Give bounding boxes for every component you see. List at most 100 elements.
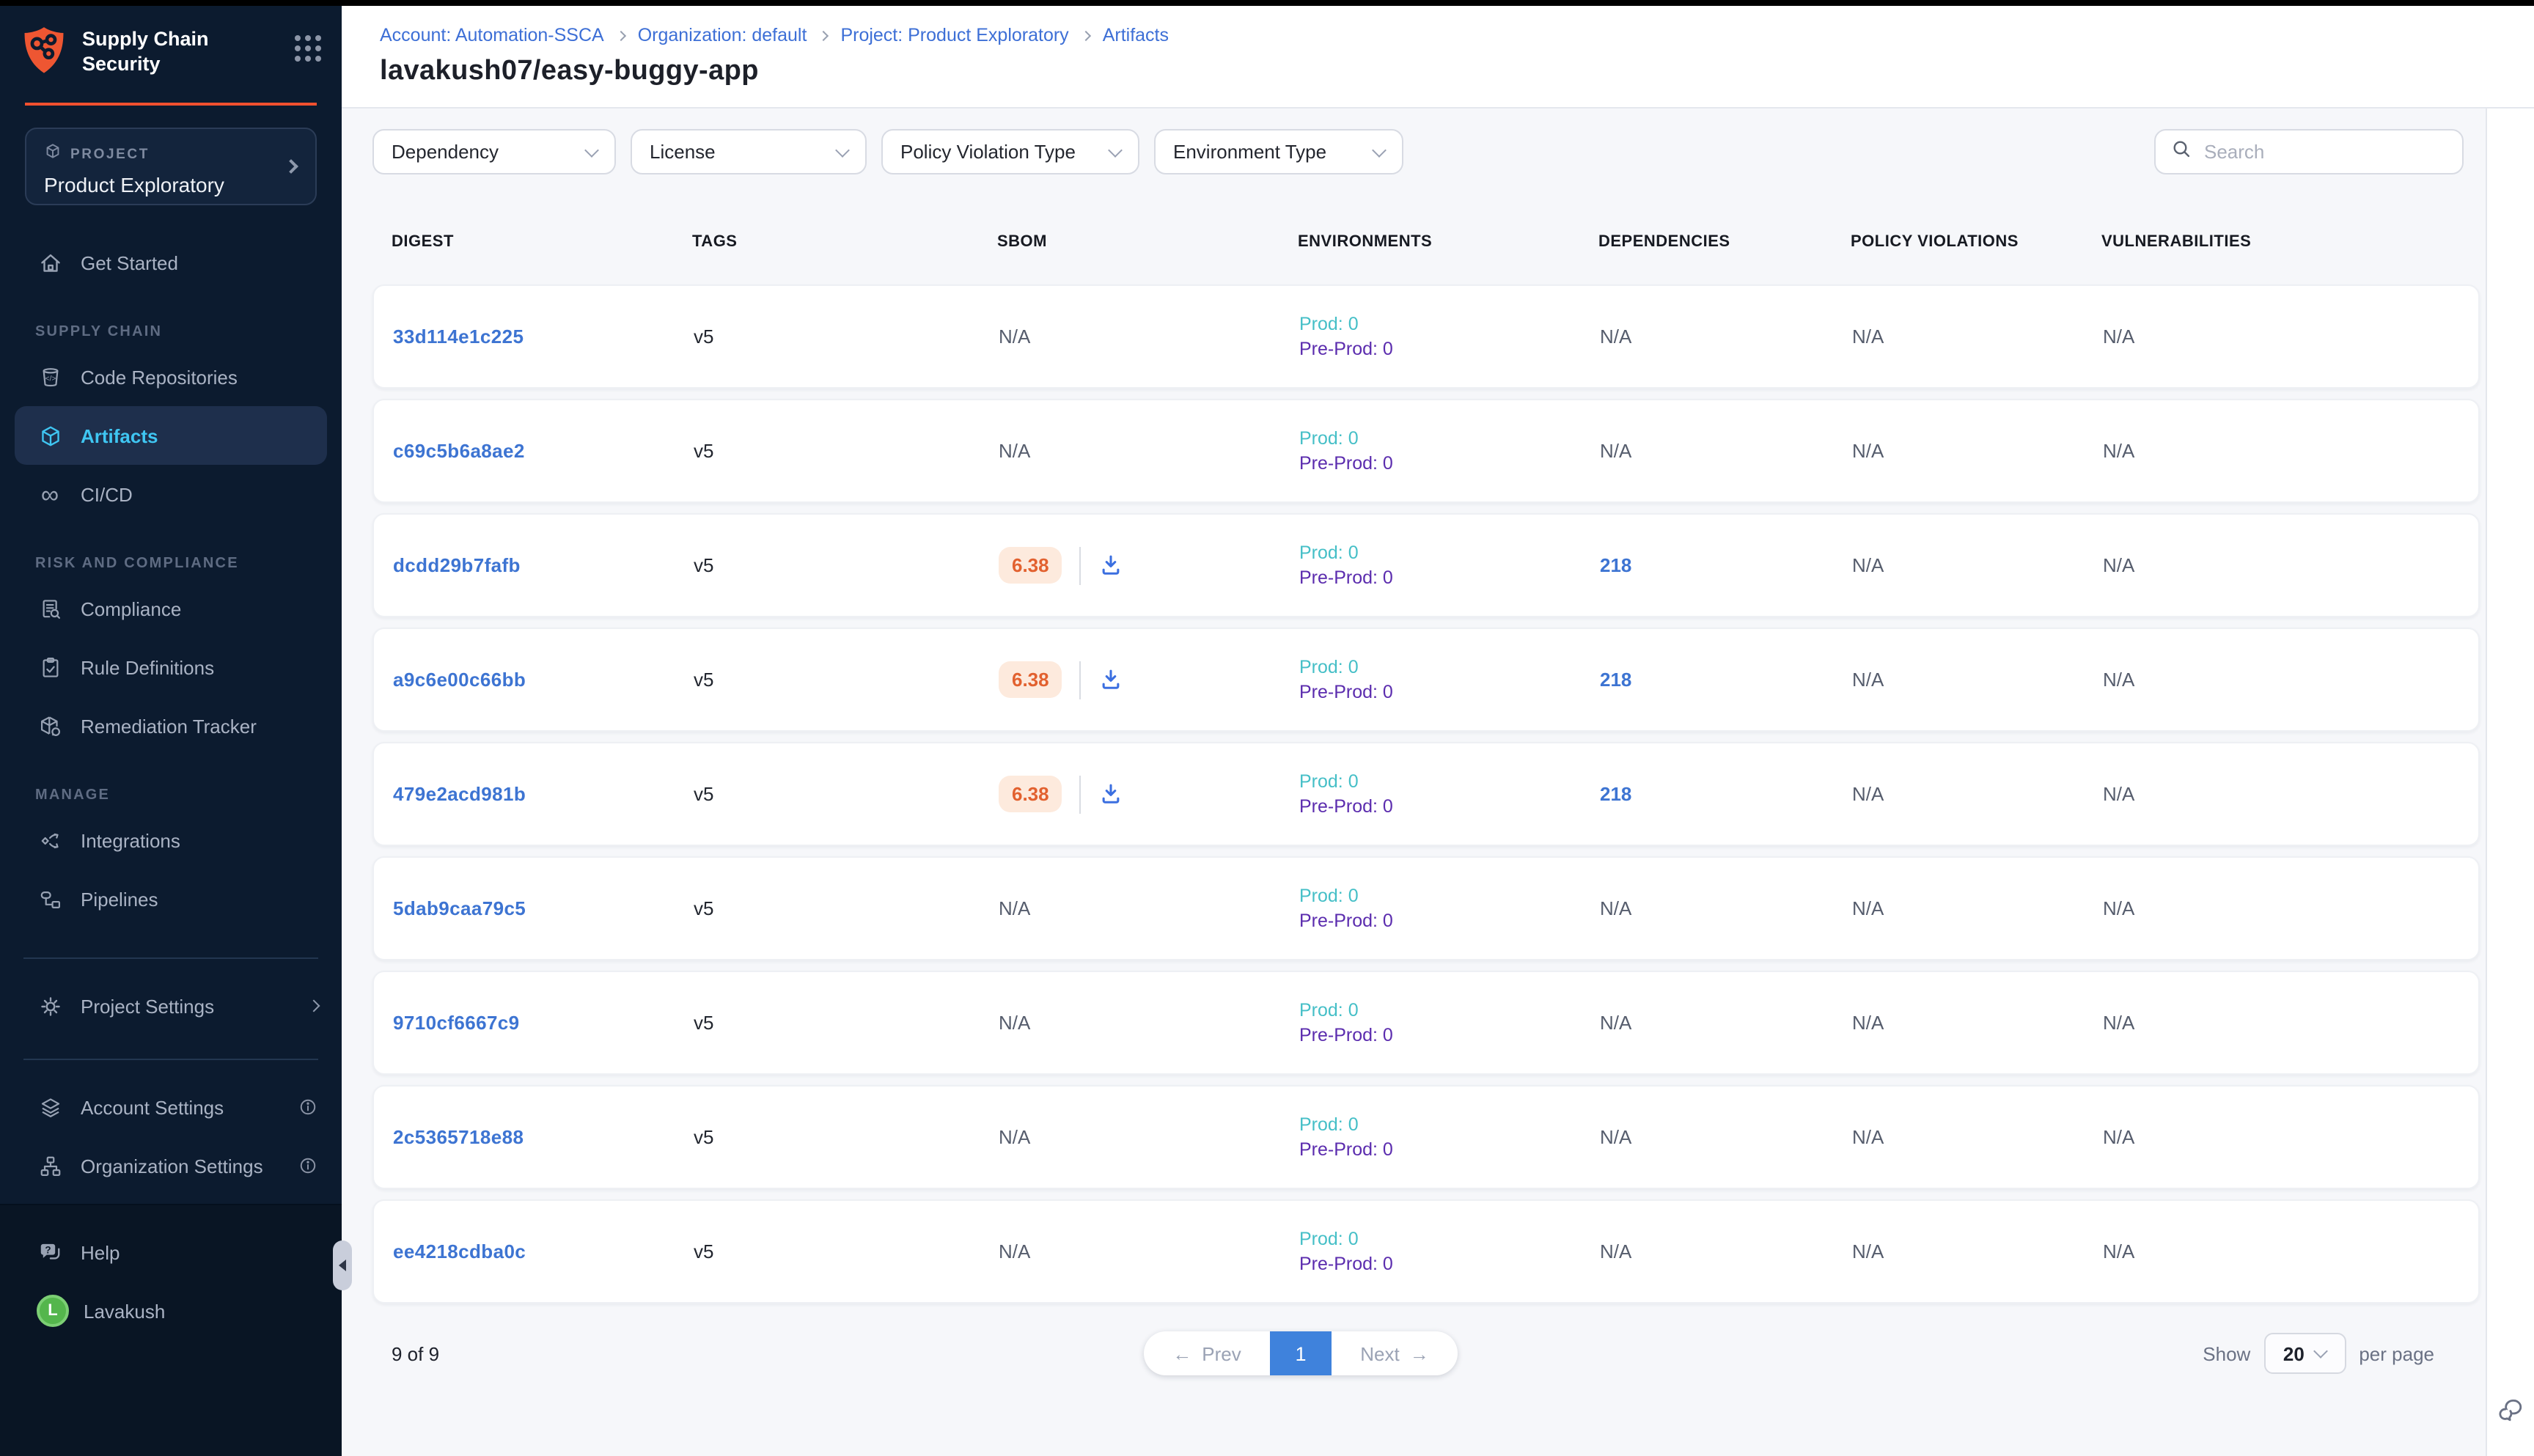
tag-value: v5 — [694, 326, 999, 348]
sidebar-item-cicd[interactable]: ∞ CI/CD — [0, 465, 342, 523]
policy-violations-value: N/A — [1852, 1012, 2103, 1034]
table-row[interactable]: 479e2acd981b v5 6.38 Prod: 0Pre-Prod: 0 … — [372, 742, 2480, 846]
dependencies-link[interactable]: 218 — [1600, 782, 1631, 804]
digest-link[interactable]: c69c5b6a8ae2 — [393, 439, 525, 461]
env-preprod-count: Pre-Prod: 0 — [1299, 451, 1600, 476]
tag-value: v5 — [694, 1012, 999, 1034]
sbom-download-button[interactable] — [1099, 553, 1124, 578]
breadcrumb-account-link[interactable]: Account: Automation-SSCA — [380, 25, 604, 45]
environment-type-filter-dropdown[interactable]: Environment Type — [1154, 129, 1403, 174]
dependency-filter-dropdown[interactable]: Dependency — [372, 129, 616, 174]
breadcrumb-artifacts-link[interactable]: Artifacts — [1103, 25, 1169, 45]
user-menu[interactable]: L Lavakush — [0, 1282, 342, 1340]
digest-link[interactable]: 5dab9caa79c5 — [393, 897, 526, 919]
nav-section-heading: SUPPLY CHAIN — [0, 315, 342, 348]
vulnerabilities-value: N/A — [2103, 554, 2459, 576]
digest-link[interactable]: 2c5365718e88 — [393, 1125, 524, 1147]
document-search-icon — [35, 596, 65, 621]
sidebar-item-label: Remediation Tracker — [81, 715, 257, 737]
sidebar-item-artifacts[interactable]: Artifacts — [15, 406, 327, 465]
table-row[interactable]: c69c5b6a8ae2 v5 N/A Prod: 0Pre-Prod: 0 N… — [372, 399, 2480, 503]
digest-link[interactable]: ee4218cdba0c — [393, 1240, 526, 1262]
dependencies-link[interactable]: 218 — [1600, 668, 1631, 690]
sbom-value: N/A — [999, 326, 1299, 348]
digest-link[interactable]: 33d114e1c225 — [393, 325, 524, 347]
page-number-button[interactable]: 1 — [1270, 1331, 1332, 1375]
project-selector[interactable]: PROJECT Product Exploratory — [25, 128, 317, 205]
table-row[interactable]: dcdd29b7fafb v5 6.38 Prod: 0Pre-Prod: 0 … — [372, 513, 2480, 617]
arrow-left-icon: ← — [1172, 1342, 1191, 1364]
sbom-value: N/A — [999, 1126, 1299, 1148]
sidebar-item-compliance[interactable]: Compliance — [0, 579, 342, 638]
project-label: PROJECT — [70, 146, 150, 162]
sidebar-item-code-repositories[interactable]: </> Code Repositories — [0, 348, 342, 406]
digest-link[interactable]: 479e2acd981b — [393, 782, 526, 804]
sbom-download-button[interactable] — [1099, 782, 1124, 806]
per-page-select[interactable]: 20 — [2263, 1333, 2346, 1374]
sidebar-item-remediation-tracker[interactable]: Remediation Tracker — [0, 696, 342, 755]
help-label: Help — [81, 1241, 120, 1263]
policy-violation-type-filter-dropdown[interactable]: Policy Violation Type — [881, 129, 1139, 174]
project-cube-icon — [44, 141, 62, 167]
sbom-value: N/A — [999, 897, 1299, 919]
digest-link[interactable]: dcdd29b7fafb — [393, 554, 521, 576]
policy-violation-type-filter-label: Policy Violation Type — [900, 141, 1076, 163]
chat-support-icon[interactable] — [2496, 1396, 2525, 1430]
sidebar-item-integrations[interactable]: Integrations — [0, 811, 342, 869]
info-icon[interactable] — [298, 1097, 318, 1117]
table-row[interactable]: a9c6e00c66bb v5 6.38 Prod: 0Pre-Prod: 0 … — [372, 628, 2480, 732]
breadcrumb-separator-icon — [818, 31, 829, 41]
breadcrumb-project-link[interactable]: Project: Product Exploratory — [840, 25, 1068, 45]
pagination-bar: 9 of 9 ← Prev 1 Next → Show 20 per page — [372, 1331, 2480, 1375]
sidebar-item-account-settings[interactable]: Account Settings — [0, 1078, 342, 1136]
digest-link[interactable]: a9c6e00c66bb — [393, 668, 526, 690]
policy-violations-value: N/A — [1852, 783, 2103, 805]
tag-value: v5 — [694, 1126, 999, 1148]
table-row[interactable]: 33d114e1c225 v5 N/A Prod: 0Pre-Prod: 0 N… — [372, 284, 2480, 389]
sidebar-item-project-settings[interactable]: Project Settings — [0, 977, 342, 1035]
sidebar-item-pipelines[interactable]: Pipelines — [0, 869, 342, 928]
dependencies-link[interactable]: 218 — [1600, 554, 1631, 576]
table-row[interactable]: 2c5365718e88 v5 N/A Prod: 0Pre-Prod: 0 N… — [372, 1085, 2480, 1189]
env-preprod-count: Pre-Prod: 0 — [1299, 908, 1600, 933]
breadcrumb-separator-icon — [616, 31, 626, 41]
org-chart-icon — [35, 1153, 65, 1178]
brand-header: Supply Chain Security — [0, 6, 342, 85]
chevron-down-icon — [1108, 142, 1123, 157]
vulnerabilities-value: N/A — [2103, 783, 2459, 805]
sidebar-item-get-started[interactable]: Get Started — [0, 233, 342, 292]
table-row[interactable]: 5dab9caa79c5 v5 N/A Prod: 0Pre-Prod: 0 N… — [372, 856, 2480, 960]
vulnerabilities-value: N/A — [2103, 1012, 2459, 1034]
filter-bar: Dependency License Policy Violation Type… — [372, 129, 2480, 174]
sidebar-nav: Get Started SUPPLY CHAIN </> Code Reposi… — [0, 233, 342, 1195]
breadcrumb-organization-link[interactable]: Organization: default — [638, 25, 807, 45]
info-icon[interactable] — [298, 1155, 318, 1176]
integrations-icon — [35, 828, 65, 853]
table-header-row: DIGEST TAGS SBOM ENVIRONMENTS DEPENDENCI… — [372, 227, 2480, 257]
prev-page-button[interactable]: ← Prev — [1144, 1331, 1270, 1375]
digest-link[interactable]: 9710cf6667c9 — [393, 1011, 520, 1033]
license-filter-dropdown[interactable]: License — [631, 129, 867, 174]
policy-violations-value: N/A — [1852, 1240, 2103, 1262]
next-page-button[interactable]: Next → — [1332, 1331, 1458, 1375]
help-button[interactable]: ? Help — [0, 1223, 342, 1282]
table-row[interactable]: 9710cf6667c9 v5 N/A Prod: 0Pre-Prod: 0 N… — [372, 971, 2480, 1075]
sidebar-collapse-handle[interactable] — [333, 1240, 352, 1290]
sbom-download-button[interactable] — [1099, 667, 1124, 692]
pagination-controls: ← Prev 1 Next → — [1144, 1331, 1458, 1375]
sidebar-item-rule-definitions[interactable]: Rule Definitions — [0, 638, 342, 696]
table-row[interactable]: ee4218cdba0c v5 N/A Prod: 0Pre-Prod: 0 N… — [372, 1199, 2480, 1304]
search-input[interactable] — [2204, 141, 2447, 163]
column-header-digest: DIGEST — [392, 233, 692, 251]
sidebar-item-label: Compliance — [81, 598, 181, 619]
sidebar-item-organization-settings[interactable]: Organization Settings — [0, 1136, 342, 1195]
column-header-dependencies: DEPENDENCIES — [1598, 233, 1851, 251]
sidebar-item-label: Artifacts — [81, 424, 158, 446]
env-preprod-count: Pre-Prod: 0 — [1299, 337, 1600, 361]
sidebar-item-label: Integrations — [81, 829, 180, 851]
infinity-icon: ∞ — [35, 482, 65, 507]
dependencies-value: N/A — [1600, 1240, 1852, 1262]
dependency-filter-label: Dependency — [392, 141, 499, 163]
module-switcher-grid-icon[interactable] — [295, 35, 321, 62]
remediation-box-icon — [35, 713, 65, 738]
